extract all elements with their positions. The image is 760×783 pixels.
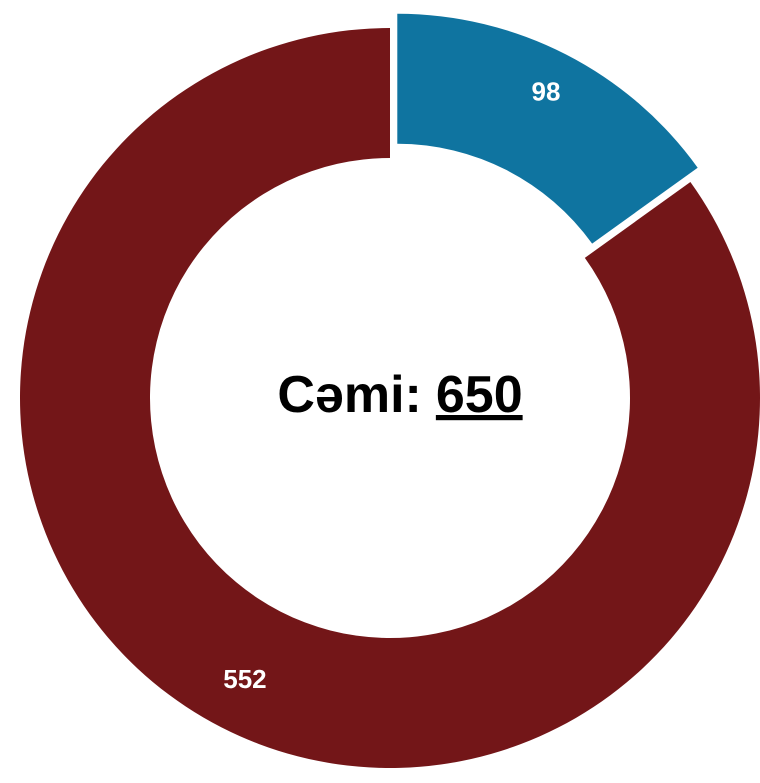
slice bbox=[20, 28, 760, 768]
center-text: Cəmi: 650 bbox=[277, 366, 522, 424]
center-total: 650 bbox=[436, 366, 523, 424]
slice bbox=[397, 13, 698, 244]
data-label: 552 bbox=[223, 664, 266, 694]
center-label: Cəmi: bbox=[277, 366, 421, 424]
slices bbox=[20, 13, 760, 768]
data-label: 98 bbox=[532, 77, 561, 107]
